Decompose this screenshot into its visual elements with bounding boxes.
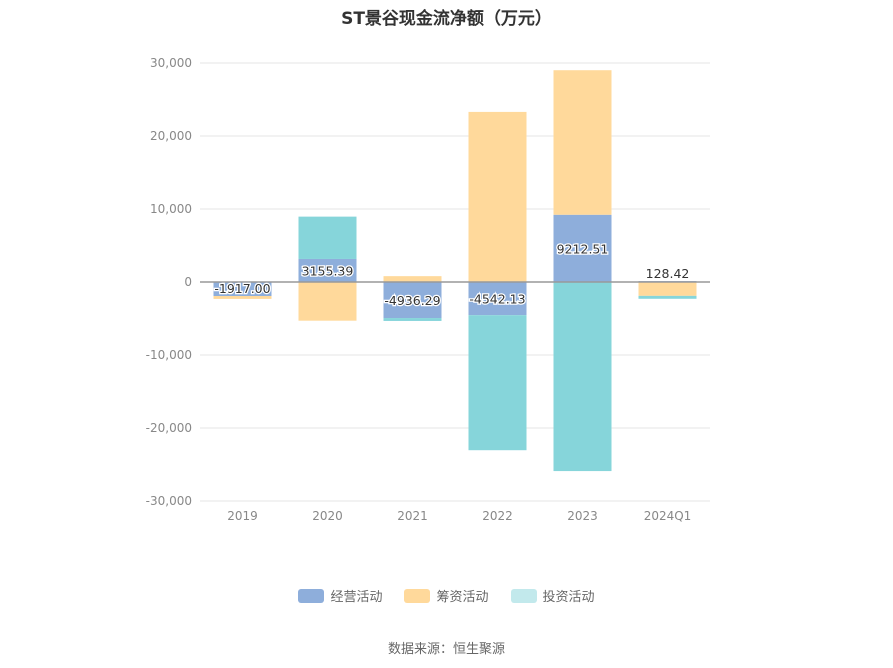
legend-label-financing: 筹资活动 xyxy=(436,590,489,605)
bar-segment xyxy=(468,315,527,451)
x-tick-label: 2019 xyxy=(227,509,258,523)
x-tick-label: 2023 xyxy=(567,509,598,523)
data-label: 9212.51 xyxy=(557,241,609,256)
bar-segment xyxy=(298,258,357,282)
bar-segment xyxy=(468,282,527,316)
bar-segment xyxy=(213,295,272,299)
legend-label-investing: 投资活动 xyxy=(542,590,595,605)
y-tick-label: -30,000 xyxy=(146,494,192,508)
bar-segment xyxy=(213,282,272,296)
x-tick-label: 2022 xyxy=(482,509,513,523)
bar-segment xyxy=(638,295,697,299)
bar-segment xyxy=(638,282,697,296)
legend-swatch-financing xyxy=(404,588,431,603)
legend-item-investing[interactable]: 投资活动 xyxy=(510,586,595,605)
legend-item-operating[interactable]: 经营活动 xyxy=(298,586,382,605)
bar-segment xyxy=(298,282,357,321)
legend-item-financing[interactable]: 筹资活动 xyxy=(404,586,489,605)
bar-segment xyxy=(553,70,612,215)
bar-segment xyxy=(383,276,442,282)
y-tick-label: 20,000 xyxy=(150,129,192,143)
legend-swatch-investing xyxy=(510,588,537,603)
y-tick-label: 0 xyxy=(184,275,192,289)
y-tick-label: 30,000 xyxy=(150,56,192,70)
data-label: -4936.29 xyxy=(384,293,440,308)
bar-segment xyxy=(298,216,357,259)
legend: 经营活动 筹资活动 投资活动 xyxy=(0,586,893,605)
y-tick-label: -20,000 xyxy=(146,421,192,435)
data-label: 128.42 xyxy=(646,266,690,281)
bar-segment xyxy=(383,318,442,321)
bar-segment xyxy=(553,214,612,282)
data-label: -4542.13 xyxy=(469,292,525,307)
bar-segment xyxy=(383,282,442,319)
data-label: 3155.39 xyxy=(302,263,354,278)
data-label: -1917.00 xyxy=(214,281,270,296)
legend-swatch-operating xyxy=(298,588,325,603)
chart-title: ST景谷现金流净额（万元） xyxy=(341,9,552,29)
bar-segment xyxy=(468,111,527,282)
data-source-note: 数据来源：恒生聚源 xyxy=(387,642,505,657)
x-tick-label: 2020 xyxy=(312,509,343,523)
bar-segment xyxy=(553,282,612,472)
y-tick-label: -10,000 xyxy=(146,348,192,362)
legend-label-operating: 经营活动 xyxy=(330,590,383,605)
y-tick-label: 10,000 xyxy=(150,202,192,216)
x-tick-label: 2021 xyxy=(397,509,428,523)
x-tick-label: 2024Q1 xyxy=(644,509,692,523)
